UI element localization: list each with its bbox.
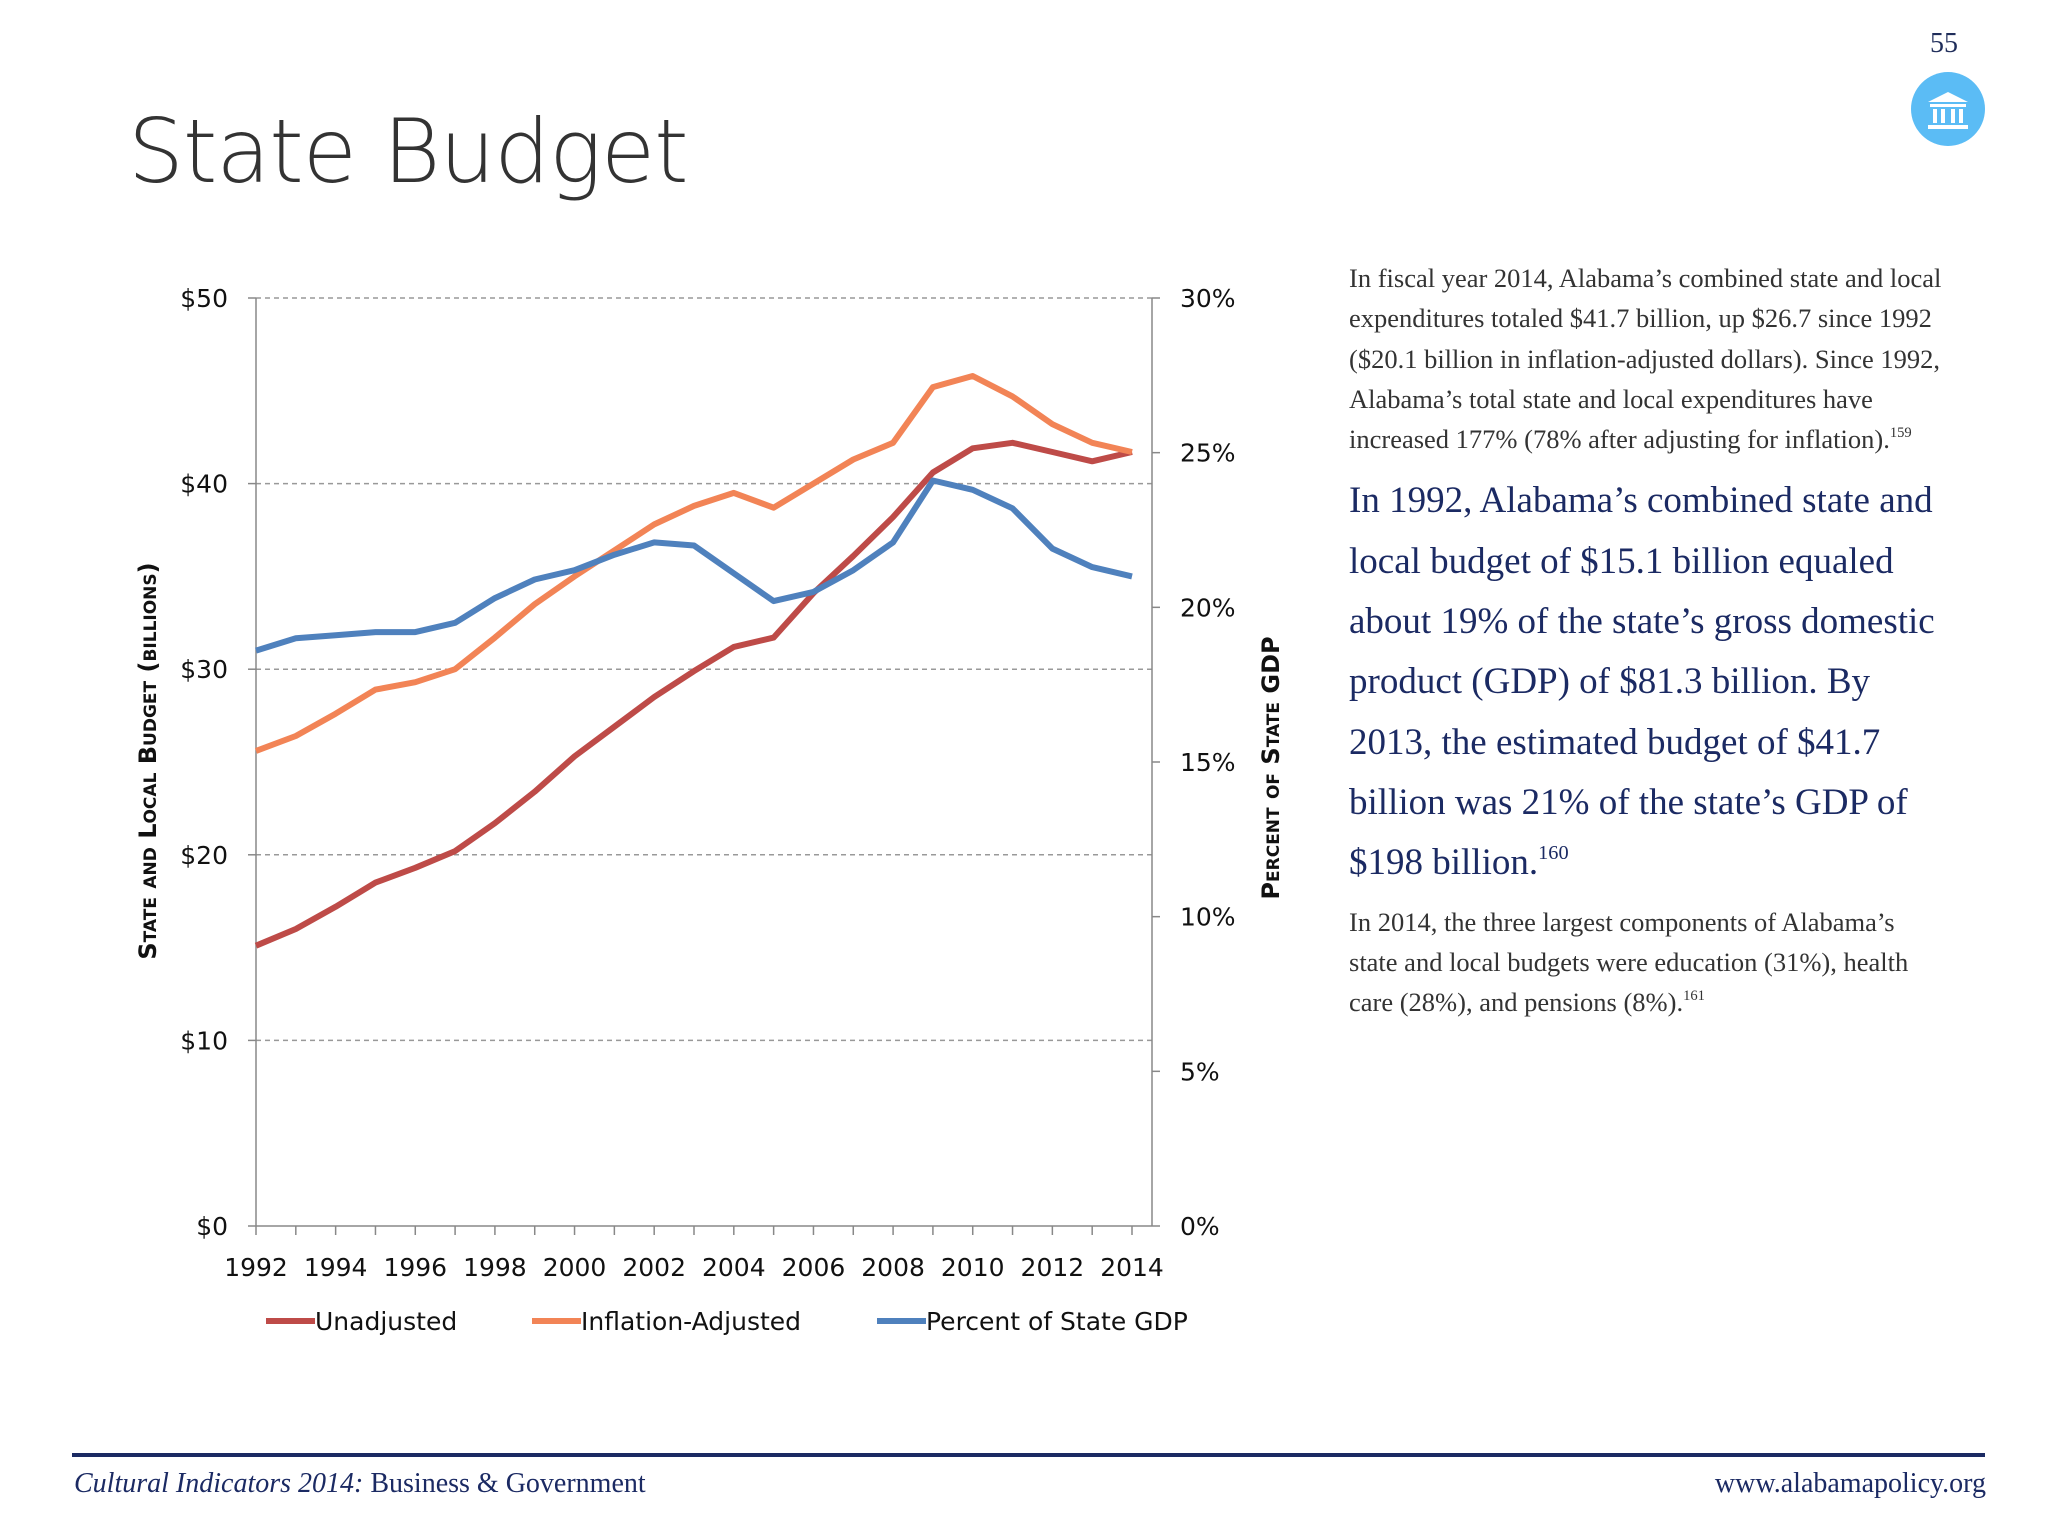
x-tick-label: 1994	[304, 1253, 368, 1282]
y2-tick-label: 5%	[1180, 1057, 1220, 1086]
body-text: In fiscal year 2014, Alabama’s combined …	[1349, 258, 1949, 1022]
legend-label: Percent of State GDP	[926, 1307, 1188, 1336]
footnote-ref: 159	[1889, 425, 1912, 442]
y-tick-label: $50	[180, 284, 228, 313]
government-building-icon	[1911, 72, 1985, 146]
x-tick-label: 2010	[941, 1253, 1005, 1282]
y-tick-label: $20	[180, 841, 228, 870]
y2-tick-label: 10%	[1180, 903, 1236, 932]
y2-tick-label: 0%	[1180, 1212, 1220, 1241]
x-tick-label: 2008	[861, 1253, 925, 1282]
y2-tick-label: 15%	[1180, 748, 1236, 777]
y-tick-label: $40	[180, 470, 228, 499]
x-tick-label: 2012	[1021, 1253, 1085, 1282]
series-line-percent-of-state-gdp	[255, 477, 1133, 654]
y2-axis-label: Percent of State GDP	[1257, 636, 1285, 899]
footnote-ref: 160	[1538, 842, 1569, 865]
paragraph-1: In fiscal year 2014, Alabama’s combined …	[1349, 263, 1942, 455]
series-line-inflation-adjusted	[254, 373, 1133, 754]
footer-publication: Cultural Indicators 2014: Business & Gov…	[74, 1468, 646, 1499]
x-tick-label: 1992	[224, 1253, 288, 1282]
page-title: State Budget	[128, 100, 689, 203]
x-tick-label: 1998	[463, 1253, 527, 1282]
y2-tick-label: 30%	[1180, 284, 1236, 313]
x-tick-label: 2000	[543, 1253, 607, 1282]
x-tick-label: 2006	[782, 1253, 846, 1282]
y-tick-label: $10	[180, 1026, 228, 1055]
y2-tick-label: 25%	[1180, 439, 1236, 468]
y-tick-label: $30	[180, 655, 228, 684]
page-number: 55	[1930, 28, 1958, 59]
y2-tick-label: 20%	[1180, 593, 1236, 622]
x-tick-label: 1996	[383, 1253, 447, 1282]
footnote-ref: 161	[1683, 988, 1705, 1005]
x-tick-label: 2014	[1100, 1253, 1164, 1282]
y-tick-label: $0	[196, 1212, 228, 1241]
highlight-paragraph: In 1992, Alabama’s combined state and lo…	[1349, 480, 1935, 884]
x-tick-label: 2002	[622, 1253, 686, 1282]
legend-label: Inflation-Adjusted	[581, 1307, 801, 1336]
legend-label: Unadjusted	[315, 1307, 457, 1336]
paragraph-3: In 2014, the three largest components of…	[1349, 906, 1909, 1018]
budget-line-chart: $0 $10 $20 $30 $40 $50 0% 5% 10% 15% 20% 25% 30% 1992…	[134, 284, 1285, 1336]
footer-website[interactable]: www.alabamapolicy.org	[1714, 1468, 1986, 1499]
footer-rule	[72, 1453, 1985, 1457]
x-tick-label: 2004	[702, 1253, 766, 1282]
y-axis-label: State and Local Budget (billions)	[134, 562, 162, 959]
series-line-unadjusted	[254, 439, 1133, 949]
